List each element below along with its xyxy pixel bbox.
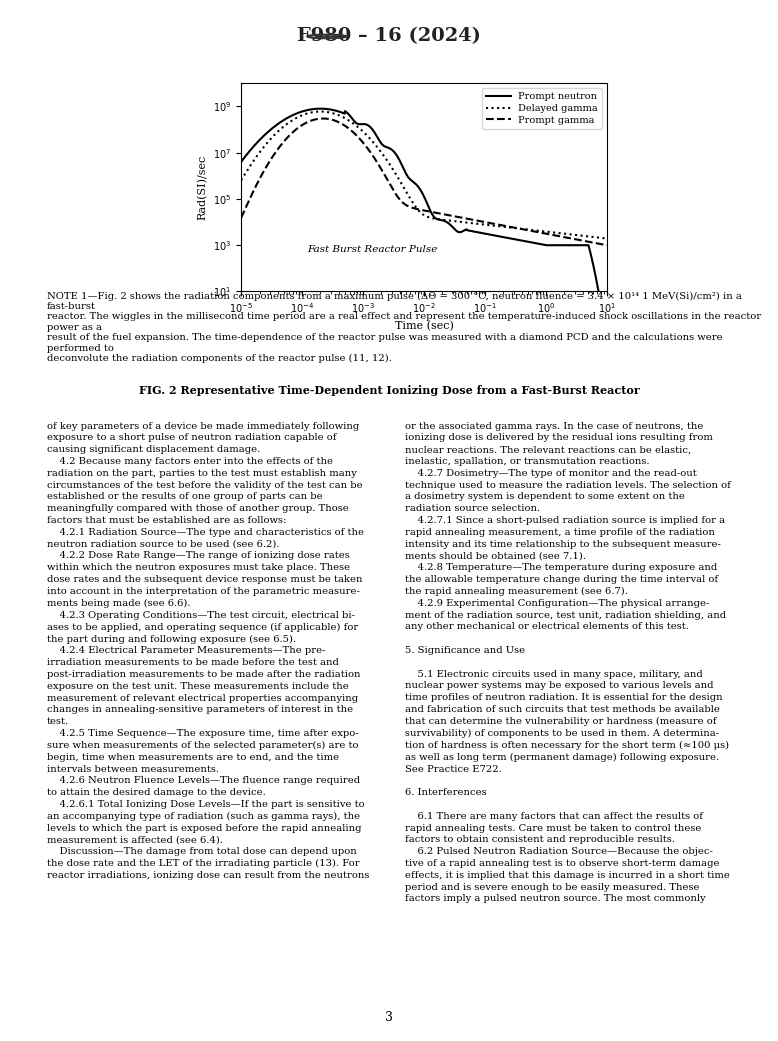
Delayed gamma [592,231,601,244]
Line: Prompt neutron: Prompt neutron [241,108,607,346]
Delayed gamma [237,174,246,186]
Prompt gamma [318,112,328,125]
Delayed gamma [405,192,414,204]
Delayed gamma [415,205,424,218]
Delayed gamma [316,105,325,118]
Text: or the associated gamma rays. In the case of neutrons, the
ionizing dose is deli: or the associated gamma rays. In the cas… [405,422,731,904]
Text: 3: 3 [385,1011,393,1024]
Legend: Prompt neutron, Delayed gamma, Prompt gamma: Prompt neutron, Delayed gamma, Prompt ga… [482,88,602,129]
Prompt gamma [255,172,265,184]
Delayed gamma [602,232,612,245]
Prompt neutron [591,273,601,285]
Delayed gamma [524,224,534,236]
X-axis label: Time (sec): Time (sec) [394,321,454,331]
Prompt gamma [592,237,601,250]
Prompt neutron [415,182,424,195]
Prompt gamma [405,201,414,213]
Prompt neutron [602,339,612,352]
Prompt gamma [237,211,246,224]
Line: Prompt gamma: Prompt gamma [241,119,607,246]
Prompt gamma [591,237,601,250]
Text: Fast Burst Reactor Pulse: Fast Burst Reactor Pulse [307,245,437,254]
Text: of key parameters of a device be made immediately following
exposure to a short : of key parameters of a device be made im… [47,422,369,880]
Prompt neutron [592,274,601,286]
Prompt neutron [524,236,534,249]
Prompt neutron [405,173,414,185]
Delayed gamma [591,231,601,244]
Prompt neutron [316,102,325,115]
Prompt gamma [602,239,612,252]
Text: F980 – 16 (2024): F980 – 16 (2024) [297,27,481,46]
Prompt gamma [415,203,424,215]
Text: NOTE 1—Fig. 2 shows the radiation components from a maximum pulse (ΔΘ = 300 °C, : NOTE 1—Fig. 2 shows the radiation compon… [47,291,761,363]
Prompt neutron [237,155,246,168]
Line: Delayed gamma: Delayed gamma [241,111,607,238]
Y-axis label: Rad(SI)/sec: Rad(SI)/sec [198,155,208,220]
Text: FIG. 2 Representative Time-Dependent Ionizing Dose from a Fast-Burst Reactor: FIG. 2 Representative Time-Dependent Ion… [138,385,640,396]
Prompt gamma [524,224,534,236]
Delayed gamma [255,146,265,158]
Prompt neutron [255,133,265,146]
